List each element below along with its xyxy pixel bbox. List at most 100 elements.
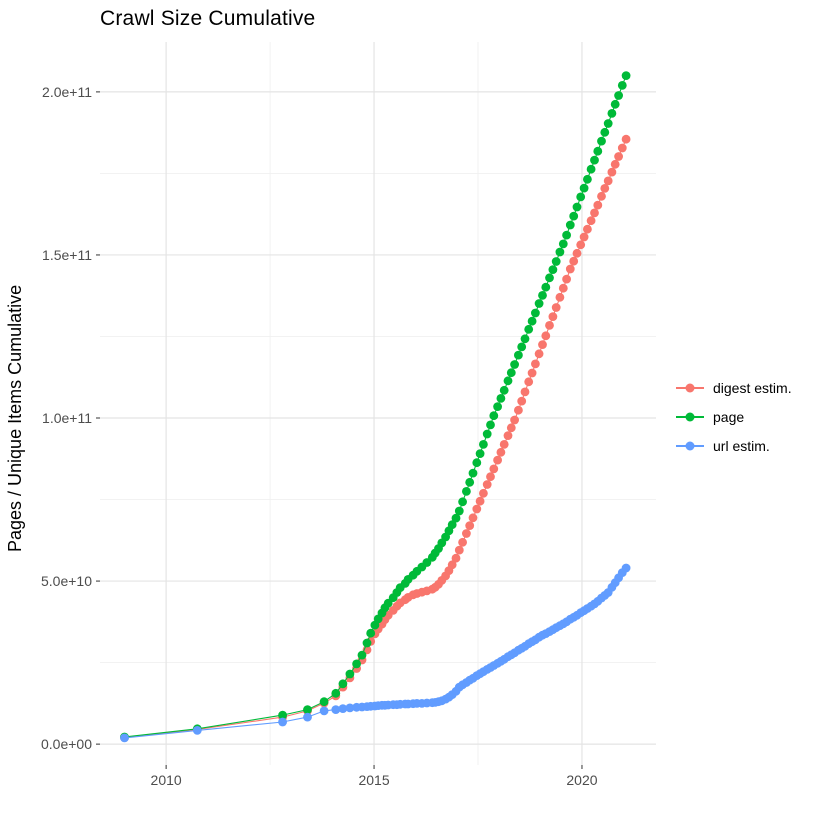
data-point (472, 504, 482, 514)
data-point (558, 239, 568, 249)
legend-item-page: page (676, 407, 792, 427)
legend-key-icon (676, 437, 704, 455)
legend-label: url estim. (713, 438, 770, 454)
data-point (458, 537, 467, 547)
data-point (319, 697, 329, 707)
x-tick-label: 2010 (151, 772, 182, 788)
data-point (482, 429, 492, 439)
data-point (583, 224, 592, 234)
series-page (120, 71, 631, 742)
data-point (366, 628, 376, 638)
data-point (548, 312, 558, 321)
data-point (586, 164, 596, 174)
data-point (541, 331, 551, 341)
data-point (319, 706, 329, 716)
data-point (600, 184, 610, 193)
data-point (603, 119, 613, 128)
data-point (593, 200, 603, 210)
series-url-estim (120, 563, 631, 743)
data-point (506, 368, 516, 378)
data-point (558, 283, 568, 293)
data-point (338, 704, 348, 713)
data-point (597, 191, 606, 201)
data-point (614, 152, 623, 161)
data-point (331, 688, 341, 698)
data-point (531, 359, 540, 369)
data-point (610, 159, 620, 169)
y-tick-label: 1.0e+11 (42, 410, 92, 426)
data-point (562, 230, 571, 240)
data-point (621, 563, 631, 573)
y-tick-label: 5.0e+10 (41, 573, 92, 589)
data-point (524, 324, 534, 334)
legend-item-url-estim: url estim. (676, 436, 792, 456)
data-point (572, 202, 582, 212)
data-point (565, 220, 575, 230)
data-point (486, 420, 495, 430)
data-point (597, 136, 606, 146)
data-point (454, 545, 464, 555)
data-point (603, 176, 613, 186)
data-point (555, 292, 565, 302)
data-point (447, 520, 457, 530)
data-point (496, 394, 506, 403)
data-point (569, 256, 579, 266)
data-point (331, 705, 341, 714)
legend-key-dot (685, 383, 695, 393)
data-point (617, 143, 627, 153)
data-point (345, 703, 355, 713)
y-tick-label: 2.0e+11 (42, 84, 92, 100)
data-point (569, 211, 579, 221)
data-point (278, 710, 287, 720)
data-point (447, 560, 457, 570)
data-point (510, 360, 519, 369)
legend: digest estim. page url estim. (676, 378, 792, 456)
data-point (562, 274, 571, 284)
legend-key-icon (676, 408, 704, 426)
data-point (614, 91, 623, 100)
data-point (458, 497, 467, 507)
series-line (124, 567, 627, 739)
legend-key-dot (685, 412, 695, 422)
data-point (527, 368, 537, 378)
data-point (468, 468, 478, 478)
data-point (479, 440, 488, 449)
data-point (538, 340, 547, 349)
data-point (621, 134, 631, 144)
data-point (479, 488, 488, 498)
data-point (465, 521, 475, 530)
legend-label: page (713, 409, 745, 425)
data-point (534, 349, 544, 359)
gridlines-major (100, 42, 656, 765)
data-point (493, 402, 502, 411)
data-point (486, 472, 495, 482)
data-point (551, 303, 561, 312)
data-point (482, 480, 492, 489)
legend-label: digest estim. (713, 380, 792, 396)
data-point (517, 396, 527, 406)
data-point (462, 529, 471, 538)
data-point (621, 71, 631, 80)
y-tick-label: 0.0e+00 (41, 736, 92, 752)
data-point (548, 265, 558, 274)
data-point (617, 81, 627, 90)
data-point (514, 405, 523, 415)
data-point (572, 248, 582, 258)
data-point (579, 183, 589, 193)
data-point (489, 411, 499, 421)
legend-key-dot (685, 441, 695, 451)
data-point (607, 109, 617, 118)
data-point (565, 264, 575, 274)
data-point (520, 387, 530, 397)
data-point (579, 232, 589, 242)
gridlines-minor (100, 42, 656, 765)
chart-title: Crawl Size Cumulative (100, 7, 316, 30)
data-point (555, 247, 565, 257)
data-point (517, 342, 527, 352)
data-point (590, 155, 599, 165)
data-point (357, 650, 367, 660)
data-point (506, 423, 516, 433)
data-point (551, 257, 561, 266)
x-tick-label: 2020 (566, 772, 597, 788)
